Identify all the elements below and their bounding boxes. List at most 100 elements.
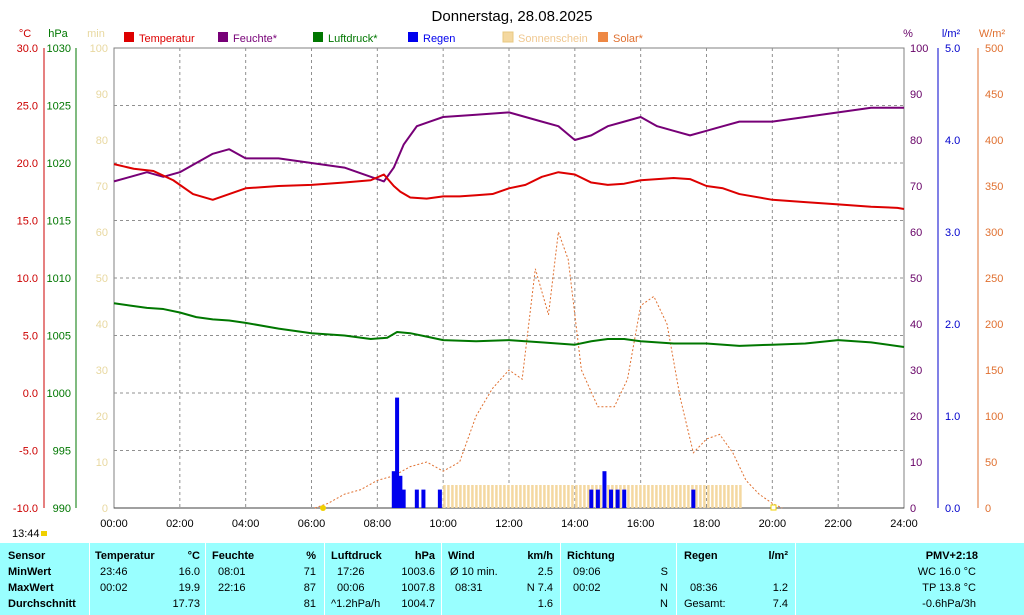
max-temp-value: 19.9 <box>178 582 200 594</box>
max-dir-value: N <box>660 582 668 594</box>
sun-time-marker <box>41 531 47 536</box>
sunshine-bar <box>563 485 566 508</box>
sun-time-label: 13:44 <box>12 528 40 540</box>
series <box>113 106 905 509</box>
max-hum-time: 22:16 <box>218 582 246 594</box>
max-wind-time: 08:31 <box>455 582 483 594</box>
rain-bar <box>609 489 614 508</box>
header-pressure-unit: hPa <box>414 550 435 562</box>
sunshine-bar <box>579 485 582 508</box>
pressure-tick-label: 1005 <box>47 331 71 343</box>
sunshine-bar <box>659 485 662 508</box>
sunshine-bar <box>599 485 602 508</box>
stats-table: Sensor Temperatur °C Feuchte % Luftdruck… <box>0 543 1024 615</box>
sunshine-bar <box>495 485 498 508</box>
x-tick-label: 00:00 <box>100 518 128 530</box>
rain-bar <box>602 471 607 508</box>
pressure-tick-label: 1020 <box>47 158 71 170</box>
rain-bar <box>414 489 419 508</box>
sunshine-bar <box>731 485 734 508</box>
legend-swatch-temperatur <box>124 32 134 42</box>
rain-tick-label: 2.0 <box>945 319 960 331</box>
avg-temp-value: 17.73 <box>172 598 200 610</box>
sunshine-bar <box>535 485 538 508</box>
sunshine-tick-label: 100 <box>90 43 108 55</box>
min-hum-value: 71 <box>303 566 316 578</box>
max-press-time: 00:06 <box>337 582 365 594</box>
pressure-line <box>113 302 905 348</box>
solar-tick-label: 150 <box>985 365 1003 377</box>
sunshine-tick-label: 70 <box>96 181 108 193</box>
y-axes: 30.025.020.015.010.05.00.0-5.0-10.010301… <box>13 43 1003 515</box>
sunshine-bar <box>735 485 738 508</box>
temp-tick-label: 30.0 <box>17 43 38 55</box>
rain-tick-label: 0.0 <box>945 503 960 515</box>
rain-bar <box>401 489 406 508</box>
row-avg-label: Durchschnitt <box>8 598 76 610</box>
sunshine-bar <box>635 485 638 508</box>
sunshine-bar <box>467 485 470 508</box>
min-press-time: 17:26 <box>337 566 365 578</box>
sunshine-bar <box>483 485 486 508</box>
x-axis: 00:00 02:00 04:00 06:00 08:00 10:00 12:00 14:00… <box>100 518 918 530</box>
sunshine-bar <box>719 485 722 508</box>
sunshine-tick-label: 40 <box>96 319 108 331</box>
sunshine-bar <box>707 485 710 508</box>
legend-label-regen: Regen <box>423 33 455 45</box>
rain-tick-label: 1.0 <box>945 411 960 423</box>
chart-title: Donnerstag, 28.08.2025 <box>432 8 593 25</box>
max-rain-time: 08:36 <box>690 582 718 594</box>
press-trend: ^1.2hPa/h <box>331 598 381 610</box>
x-tick-label: 10:00 <box>429 518 457 530</box>
max-dir-time: 00:02 <box>573 582 601 594</box>
humidity-tick-label: 20 <box>910 411 922 423</box>
header-pressure: Luftdruck <box>331 550 382 562</box>
sunshine-bar <box>663 485 666 508</box>
sunshine-bar <box>643 485 646 508</box>
sunshine-bar <box>491 485 494 508</box>
rain-tick-label: 3.0 <box>945 227 960 239</box>
sunshine-bar <box>507 485 510 508</box>
legend-swatch-regen <box>408 32 418 42</box>
sunshine-tick-label: 10 <box>96 457 108 469</box>
avg-press-value: 1004.7 <box>401 598 435 610</box>
sunshine-bar <box>511 485 514 508</box>
sunshine-tick-label: 30 <box>96 365 108 377</box>
max-temp-time: 00:02 <box>100 582 128 594</box>
rain-bar <box>615 489 620 508</box>
sunshine-bar <box>555 485 558 508</box>
sunshine-bar <box>531 485 534 508</box>
min-hum-time: 08:01 <box>218 566 246 578</box>
min-temp-value: 16.0 <box>178 566 200 578</box>
sunshine-bar <box>559 485 562 508</box>
sunshine-bar <box>567 485 570 508</box>
avg-dir-value: N <box>660 598 668 610</box>
legend-swatch-solar <box>598 32 608 42</box>
min-temp-time: 23:46 <box>100 566 128 578</box>
sunshine-bar <box>679 485 682 508</box>
sunshine-bar <box>571 485 574 508</box>
sunshine-bar <box>539 485 542 508</box>
humidity-tick-label: 10 <box>910 457 922 469</box>
min-wind-value: 2.5 <box>537 566 553 578</box>
avg-hum-value: 81 <box>303 598 316 610</box>
sunshine-bar <box>479 485 482 508</box>
sunshine-bar <box>523 485 526 508</box>
humidity-tick-label: 40 <box>910 319 922 331</box>
sunshine-bar <box>583 485 586 508</box>
humidity-tick-label: 90 <box>910 89 922 101</box>
sunshine-bar <box>527 485 530 508</box>
header-pmv: PMV+2:18 <box>925 550 978 562</box>
solar-axis-unit: W/m² <box>979 28 1006 40</box>
max-wind-value: N 7.4 <box>526 582 553 594</box>
sunshine-bar <box>639 485 642 508</box>
sunset-marker <box>770 504 777 511</box>
header-sensor: Sensor <box>8 550 46 562</box>
rain-bar <box>391 471 396 508</box>
sunshine-bar <box>651 485 654 508</box>
header-humidity: Feuchte <box>212 550 255 562</box>
solar-tick-label: 350 <box>985 181 1003 193</box>
temp-axis-unit: °C <box>19 28 31 40</box>
temp-tick-label: 20.0 <box>17 158 38 170</box>
x-tick-label: 02:00 <box>166 518 194 530</box>
